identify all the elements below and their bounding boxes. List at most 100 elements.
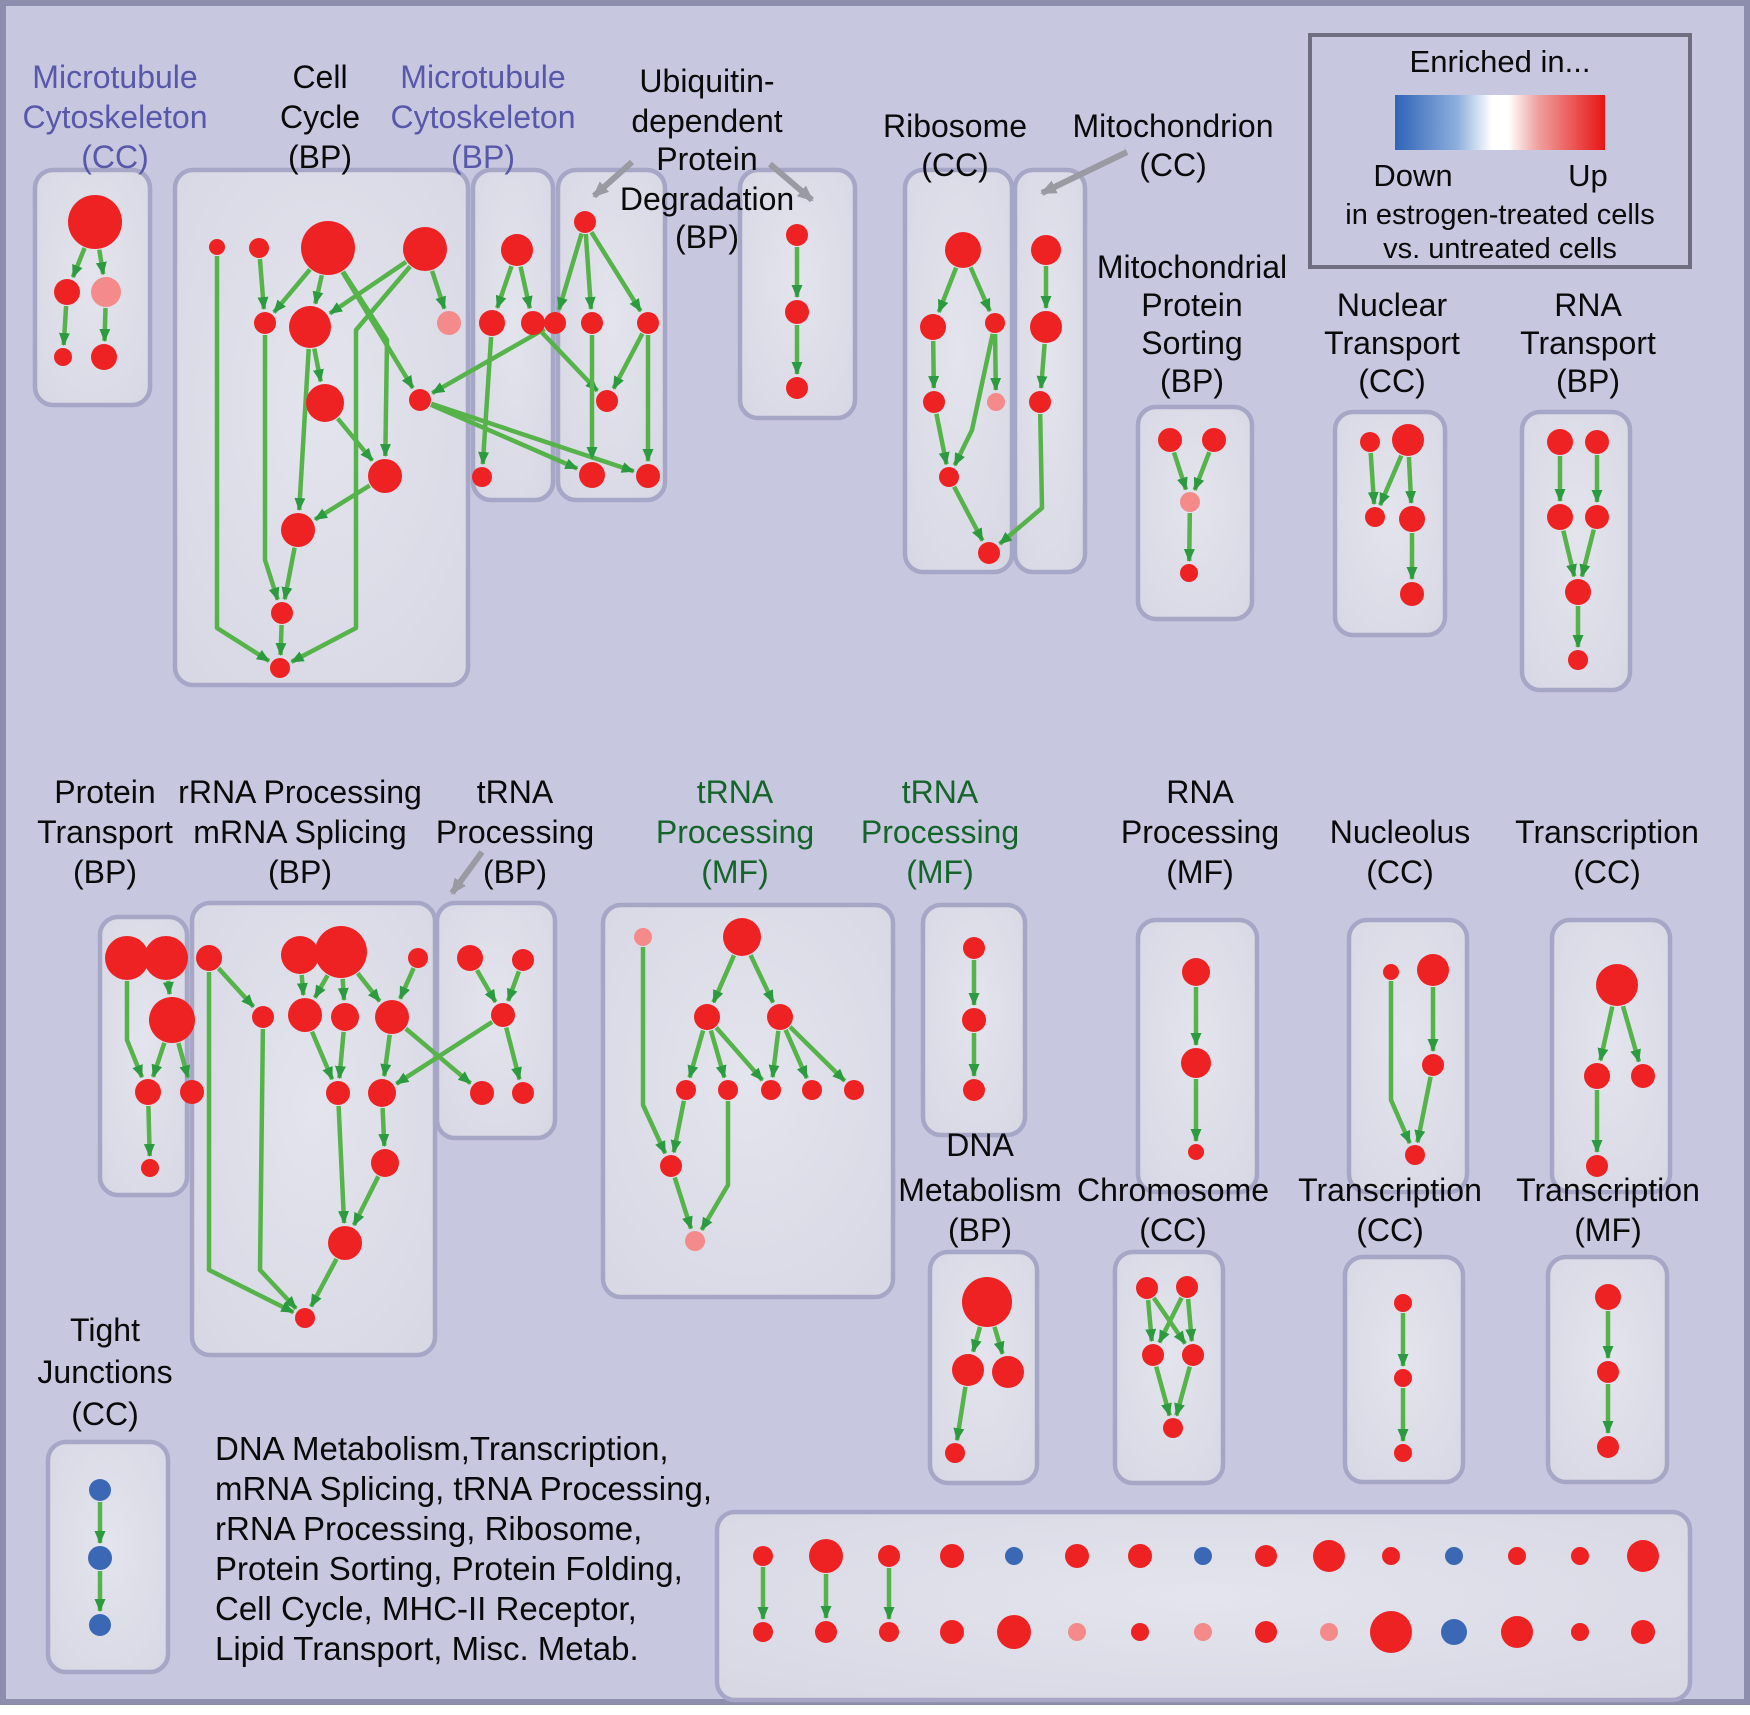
relation-arrow (640, 947, 668, 1155)
legend-title: Enriched in... (1410, 44, 1591, 79)
relation-arrow (1036, 343, 1048, 389)
relation-arrow (337, 978, 349, 1001)
go-term-node (252, 1006, 274, 1028)
relation-arrow (355, 971, 382, 1003)
go-term-node (685, 1231, 705, 1251)
cluster-label-dna-metabolism: DNA (946, 1127, 1014, 1163)
go-term-node (1596, 964, 1638, 1006)
relation-arrow (1405, 456, 1417, 504)
cluster-label-ubiquitin-degradation-left: (BP) (675, 219, 739, 255)
go-term-node (1584, 1063, 1610, 1089)
go-term-node (1131, 1623, 1149, 1641)
go-term-node (1182, 1344, 1204, 1366)
go-term-node (637, 312, 659, 334)
go-term-node (1394, 1294, 1412, 1312)
legend-subtitle-1: in estrogen-treated cells (1345, 199, 1655, 231)
go-term-node (1194, 1623, 1212, 1641)
go-term-node (962, 1277, 1012, 1327)
go-term-node (1595, 1284, 1621, 1310)
relation-arrow (505, 970, 522, 1002)
go-term-node (723, 918, 761, 956)
go-term-node (249, 238, 269, 258)
go-term-node (786, 377, 808, 399)
go-term-node (209, 239, 225, 255)
relation-arrow (998, 413, 1045, 546)
relation-arrow (992, 1326, 1005, 1355)
relation-arrow (934, 413, 950, 466)
go-term-node (1565, 579, 1591, 605)
go-term-node (878, 1545, 900, 1567)
relation-arrow (162, 980, 174, 996)
cluster-label-transcription-mf: Transcription (1516, 1172, 1700, 1208)
go-term-node (753, 1546, 773, 1566)
go-term-node (1383, 964, 1399, 980)
go-term-node (660, 1155, 682, 1177)
go-term-node (1255, 1545, 1277, 1567)
go-term-node (1405, 1145, 1425, 1165)
cluster-box-chromosome-cc (1112, 1249, 1226, 1486)
go-term-node (1445, 1547, 1463, 1565)
go-term-node (1392, 424, 1424, 456)
go-term-node (368, 1079, 396, 1107)
cluster-label-ubiquitin-degradation-left: dependent (631, 103, 782, 139)
go-term-node (457, 945, 483, 971)
relation-arrow (670, 1100, 687, 1154)
relation-arrow (378, 1107, 390, 1147)
relation-arrow (312, 274, 324, 305)
go-term-node (1441, 1619, 1467, 1645)
go-term-node (940, 1620, 964, 1644)
relation-arrow (296, 974, 308, 997)
cluster-label-protein-transport: Protein (54, 774, 155, 810)
cluster-box-cell-cycle (172, 167, 471, 688)
cluster-label-mitochondrion-cc: Mitochondrion (1073, 108, 1274, 144)
go-term-node (437, 311, 461, 335)
go-term-node (1136, 1277, 1158, 1299)
go-term-node (753, 1622, 773, 1642)
relation-arrow (1183, 512, 1195, 562)
go-term-node (879, 1622, 899, 1642)
cluster-label-mito-protein-sorting: (BP) (1160, 363, 1224, 399)
relation-arrow (290, 265, 412, 664)
go-term-node (923, 391, 945, 413)
go-term-node (1188, 1144, 1204, 1160)
go-term-node (544, 312, 566, 334)
relation-arrow (143, 1105, 155, 1157)
go-term-node (1501, 1616, 1533, 1648)
cluster-box-mitochondrion-cc (1012, 167, 1088, 575)
relation-arrow (936, 266, 959, 314)
go-term-node (785, 300, 809, 324)
cluster-label-protein-transport: Transport (37, 814, 173, 850)
cluster-label-cell-cycle: (BP) (288, 139, 352, 175)
go-term-node (371, 1149, 399, 1177)
relation-arrow (430, 401, 635, 474)
go-term-node (326, 1081, 350, 1105)
cluster-label-mito-protein-sorting: Mitochondrial (1097, 249, 1287, 285)
go-term-node (1068, 1623, 1086, 1641)
cluster-label-transcription-cc-bottom: (CC) (1356, 1212, 1424, 1248)
go-term-node (501, 234, 533, 266)
cluster-label-transcription-cc-mid: (CC) (1573, 854, 1641, 890)
cluster-label-rrna-mrna: mRNA Splicing (193, 814, 406, 850)
relation-arrow (429, 270, 447, 310)
cluster-label-chromosome-cc: (CC) (1139, 1212, 1207, 1248)
go-term-node (1631, 1064, 1655, 1088)
cluster-label-trna-mf-small: (MF) (906, 854, 974, 890)
go-term-node (1255, 1621, 1277, 1643)
relation-arrow (262, 335, 280, 601)
relation-arrow (341, 270, 391, 457)
go-term-node (992, 1356, 1024, 1388)
cluster-label-transcription-cc-mid: Transcription (1515, 814, 1699, 850)
category-list-line: Lipid Transport, Misc. Metab. (215, 1630, 639, 1667)
go-term-node (1394, 1444, 1412, 1462)
go-term-node (978, 542, 1000, 564)
relation-arrow (95, 249, 107, 276)
go-term-node (1142, 1344, 1164, 1366)
go-term-node (91, 344, 117, 370)
relation-arrow (335, 1031, 346, 1080)
go-term-node (596, 390, 618, 412)
go-term-node (1394, 1369, 1412, 1387)
cluster-label-nuclear-transport: (CC) (1358, 363, 1426, 399)
cluster-label-microtubule-bp: Microtubule (400, 59, 565, 95)
relation-arrow (687, 1029, 706, 1079)
